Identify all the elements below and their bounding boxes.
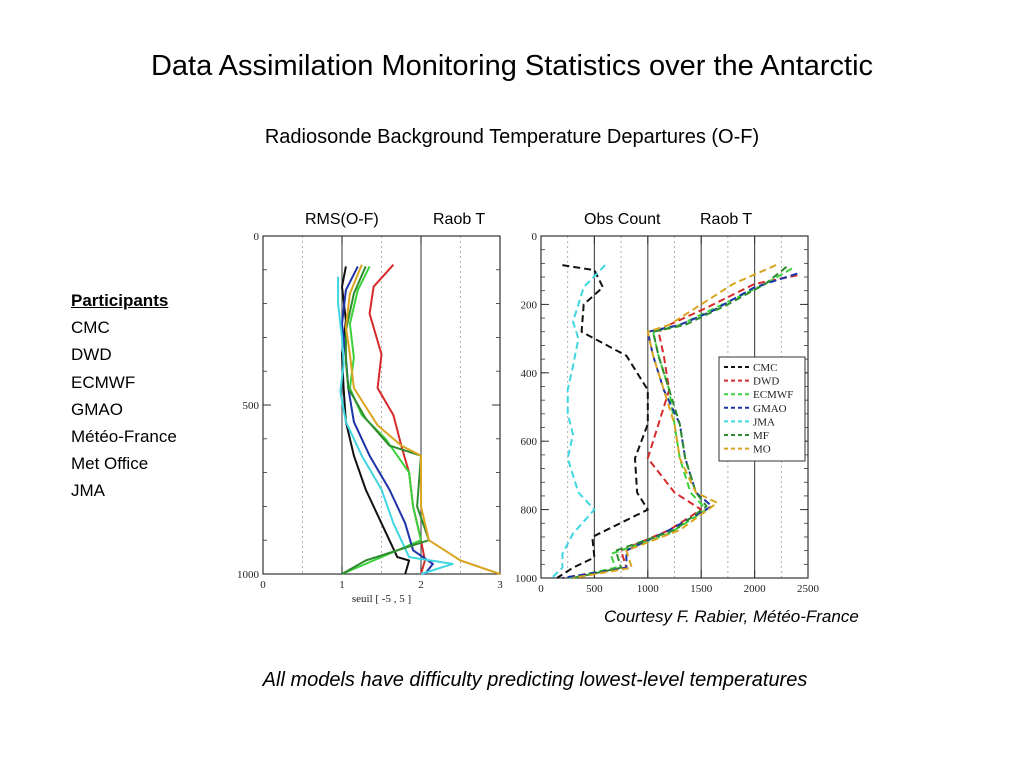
y-tick-label: 0 [532,231,538,243]
x-tick-label: 0 [538,583,544,595]
participant-item: CMC [71,318,110,338]
x-tick-label: 2 [418,579,424,591]
participant-item: GMAO [71,399,123,419]
y-tick-label: 0 [254,231,260,243]
legend-label-cmc: CMC [753,362,777,374]
participant-item: Météo-France [71,427,177,447]
participants-title: Participants [71,291,169,310]
series-line-dwd [368,264,426,575]
series-line-jma [551,264,606,579]
participant-item: JMA [71,481,105,501]
x-tick-label: 1500 [690,583,713,595]
participants-list: Participants CMC DWD ECMWF GMAO Météo-Fr… [71,287,177,505]
x-tick-label: 1 [339,579,345,591]
page-title: Data Assimilation Monitoring Statistics … [150,50,874,82]
participant-item: DWD [71,345,112,365]
legend-label-gmao: GMAO [753,403,787,415]
series-line-cmc [556,264,649,579]
series-line-mo [572,264,777,579]
y-tick-label: 1000 [515,573,538,585]
y-tick-label: 200 [521,299,538,311]
series-line-gmao [341,265,434,575]
participant-item: ECMWF [71,372,136,392]
y-tick-label: 400 [521,368,538,380]
right-chart-header-raob: Raob T [700,211,753,228]
series-line-mf [572,266,788,579]
left-chart-header-rms: RMS(O-F) [305,211,379,228]
series-line-ecmwf [567,267,793,579]
x-tick-label: 500 [586,583,603,595]
participant-item: Met Office [71,454,149,474]
series-line-mo [344,264,501,575]
y-tick-label: 600 [521,436,538,448]
legend-label-dwd: DWD [753,376,779,388]
x-tick-label: 1000 [637,583,660,595]
page-subtitle: Radiosonde Background Temperature Depart… [264,126,760,148]
series-line-mf [341,266,430,575]
x-tick-label: 0 [260,579,266,591]
right-chart-header-obs: Obs Count [584,211,661,228]
legend-label-ecmwf: ECMWF [753,389,793,401]
legend-label-jma: JMA [753,416,775,428]
courtesy-note: Courtesy F. Rabier, Météo-France [604,607,859,626]
x-axis-label: seuil [ -5 , 5 ] [352,593,411,605]
x-tick-label: 2000 [744,583,767,595]
series-line-cmc [341,266,411,575]
y-tick-label: 500 [243,400,260,412]
legend-label-mf: MF [753,430,769,442]
legend-box [718,356,806,462]
plot-frame [540,235,809,579]
x-tick-label: 2500 [797,583,820,595]
legend-label-mo: MO [753,444,771,456]
y-tick-label: 1000 [237,569,260,581]
footnote: All models have difficulty predicting lo… [262,669,808,691]
y-tick-label: 800 [521,505,538,517]
x-tick-label: 3 [497,579,503,591]
left-chart-header-raob: Raob T [433,211,486,228]
series-line-jma [337,276,454,575]
